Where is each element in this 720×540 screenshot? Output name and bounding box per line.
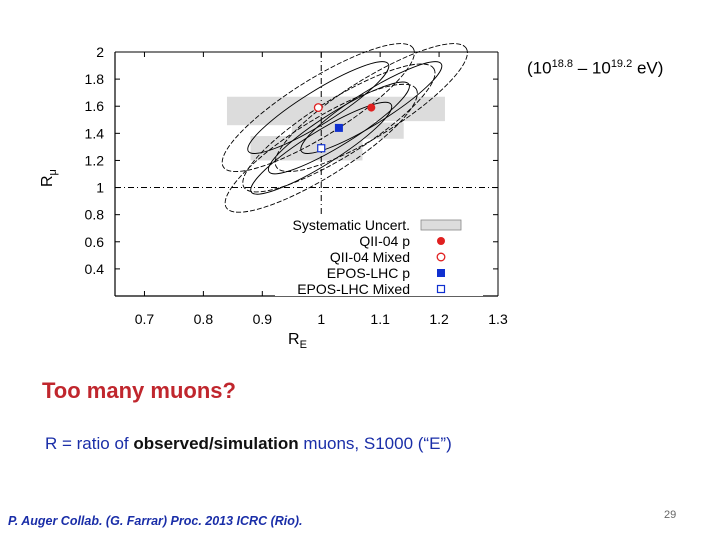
legend-marker-3 bbox=[437, 269, 445, 277]
contour-3-1 bbox=[224, 83, 418, 213]
y-tick-label: 1.2 bbox=[85, 152, 105, 168]
x-axis-label: RE bbox=[288, 331, 307, 351]
reference-lines bbox=[115, 52, 498, 296]
contour-3-0 bbox=[250, 101, 393, 195]
citation: P. Auger Collab. (G. Farrar) Proc. 2013 … bbox=[8, 514, 303, 528]
legend-label: Systematic Uncert. bbox=[293, 217, 410, 233]
axis-labels: RE Rμ bbox=[39, 169, 307, 351]
x-tick-label: 0.7 bbox=[135, 311, 155, 327]
contour-0-0 bbox=[300, 61, 443, 154]
y-tick-label: 2 bbox=[96, 44, 104, 60]
data-point-3 bbox=[334, 123, 343, 132]
y-tick-label: 1.8 bbox=[85, 71, 105, 87]
legend-label: QII-04 p bbox=[359, 233, 410, 249]
contour-0-1 bbox=[274, 43, 468, 173]
description-prefix: R = ratio of bbox=[45, 434, 134, 453]
y-tick-label: 0.4 bbox=[85, 261, 105, 277]
x-tick-label: 1.2 bbox=[429, 311, 449, 327]
confidence-contours bbox=[221, 43, 468, 213]
y-tick-label: 1.6 bbox=[85, 98, 105, 114]
y-tick-label: 1 bbox=[96, 180, 104, 196]
description: R = ratio of observed/simulation muons, … bbox=[45, 434, 452, 454]
data-point-4 bbox=[317, 144, 326, 153]
x-tick-label: 1.1 bbox=[370, 311, 390, 327]
x-tick-label: 0.8 bbox=[194, 311, 214, 327]
data-point-1 bbox=[367, 103, 376, 112]
x-tick-label: 1.3 bbox=[488, 311, 508, 327]
contour-2-1 bbox=[242, 63, 436, 193]
y-tick-label: 0.6 bbox=[85, 234, 105, 250]
legend-marker-0 bbox=[420, 219, 462, 231]
x-tick-label: 1 bbox=[317, 311, 325, 327]
headline: Too many muons? bbox=[42, 378, 236, 403]
legend-label: EPOS-LHC p bbox=[327, 265, 410, 281]
y-tick-label: 0.8 bbox=[85, 207, 105, 223]
y-axis-label: Rμ bbox=[39, 169, 59, 187]
page-number: 29 bbox=[664, 509, 677, 521]
legend-marker-1 bbox=[437, 237, 445, 245]
legend-marker-4 bbox=[436, 284, 446, 294]
x-tick-label: 0.9 bbox=[253, 311, 273, 327]
contour-2-0 bbox=[267, 81, 410, 175]
systematic-box-3 bbox=[291, 122, 404, 139]
data-points bbox=[313, 103, 376, 153]
description-suffix: muons, S1000 (“E”) bbox=[298, 434, 452, 453]
contour-1-0 bbox=[247, 61, 390, 154]
axis-ticks: 0.7 0.8 0.9 1 1.1 1.2 1.3 0.4 0.6 0.8 1 1.2 1.4 1.6 1.… bbox=[85, 44, 508, 327]
data-point-2 bbox=[313, 103, 323, 113]
description-bold: observed/simulation bbox=[133, 434, 299, 453]
legend-marker-2 bbox=[436, 252, 446, 262]
energy-range-label: (1018.8 – 1019.2 eV) bbox=[527, 58, 664, 78]
y-tick-label: 1.4 bbox=[85, 125, 105, 141]
legend-label: EPOS-LHC Mixed bbox=[297, 281, 410, 297]
contour-1-1 bbox=[221, 43, 415, 173]
legend-label: QII-04 Mixed bbox=[330, 249, 410, 265]
systematic-box-4 bbox=[250, 136, 363, 161]
